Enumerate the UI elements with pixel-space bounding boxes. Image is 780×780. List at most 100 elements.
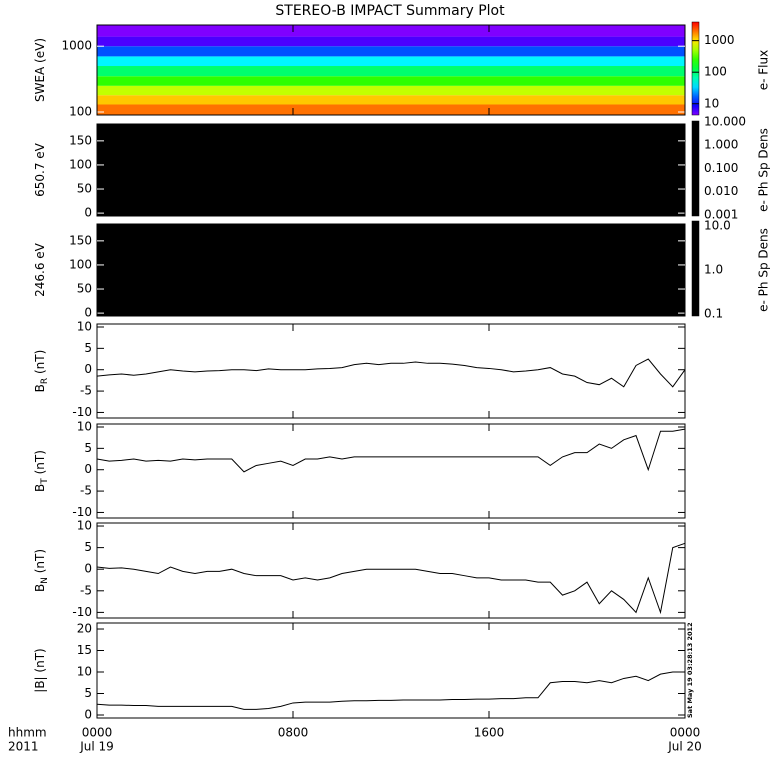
- x-tick-label: 1600: [474, 726, 505, 740]
- y-tick-label: 10: [77, 419, 92, 433]
- y-tick-label: 5: [84, 686, 92, 700]
- y-tick-label: 1000: [61, 39, 92, 53]
- y-axis-label-main: SWEA (eV): [33, 38, 47, 102]
- spectrogram-cell: [97, 66, 685, 77]
- colorbar-label: e- Ph Sp Dens: [757, 228, 771, 312]
- y-tick-label: -10: [72, 505, 92, 519]
- y-tick-label: 100: [69, 257, 92, 271]
- y-tick-label: -5: [80, 484, 92, 498]
- y-axis-label-sub: R: [40, 378, 50, 384]
- y-tick-label: 0: [84, 362, 92, 376]
- y-axis-label-main: B: [33, 584, 47, 592]
- y-axis-label-main: 650.7 eV: [33, 142, 47, 197]
- y-tick-label: 10: [77, 319, 92, 333]
- spectrogram-cell: [97, 36, 685, 47]
- data-line: [96, 358, 686, 388]
- y-tick-label: 0: [84, 306, 92, 320]
- end-date: Jul 20: [667, 740, 702, 754]
- data-line: [96, 671, 685, 710]
- x-tick-label: 0000: [670, 726, 701, 740]
- colorbar-tick-label: 1.0: [704, 262, 723, 276]
- y-tick-label: 5: [84, 441, 92, 455]
- chart-title: STEREO-B IMPACT Summary Plot: [275, 3, 505, 19]
- y-axis-label: 246.6 eV: [33, 242, 47, 297]
- y-tick-label: 0: [84, 707, 92, 721]
- y-axis-label: SWEA (eV): [33, 38, 47, 102]
- spectrogram-cell: [97, 25, 685, 37]
- y-axis-label: 650.7 eV: [33, 142, 47, 197]
- y-tick-label: 10: [77, 665, 92, 679]
- y-tick-label: 5: [84, 341, 92, 355]
- colorbar-tick-label: 10.0: [704, 219, 731, 233]
- colorbar-tick-label: 0.1: [704, 306, 723, 320]
- panel-frame: [96, 24, 686, 116]
- y-tick-label: 0: [84, 206, 92, 220]
- y-axis-label-main: B: [33, 384, 47, 392]
- y-axis-label-main: |B| (nT): [33, 648, 47, 692]
- spectrogram-fill: [97, 124, 685, 216]
- colorbar-tick-label: 1.000: [704, 138, 738, 152]
- colorbar-tick-label: 0.001: [704, 207, 738, 221]
- y-tick-label: 100: [69, 104, 92, 118]
- colorbar-tick-label: 100: [704, 65, 727, 79]
- y-tick-label: -5: [80, 384, 92, 398]
- colorbar-tick-label: 10.000: [704, 114, 746, 128]
- y-axis-label-main: 246.6 eV: [33, 242, 47, 297]
- panel-frame: [96, 522, 686, 619]
- panel-frame: [96, 423, 686, 519]
- y-axis-label-unit: (nT): [33, 450, 47, 478]
- y-tick-label: 50: [77, 282, 92, 296]
- colorbar-label: e- Ph Sp Dens: [757, 128, 771, 212]
- colorbar-label: e- Flux: [757, 50, 771, 90]
- y-tick-label: -10: [72, 405, 92, 419]
- y-tick-label: 100: [69, 157, 92, 171]
- y-axis-label-main: B: [33, 484, 47, 492]
- y-tick-label: 150: [69, 133, 92, 147]
- data-line: [96, 428, 686, 473]
- start-date: Jul 19: [79, 740, 114, 754]
- y-tick-label: 5: [84, 540, 92, 554]
- spectrogram-fill: [97, 224, 685, 316]
- y-axis-label-sub: N: [40, 577, 50, 584]
- data-line: [96, 542, 686, 615]
- y-axis-label: BT (nT): [33, 450, 50, 492]
- y-axis-label: BR (nT): [33, 350, 50, 393]
- colorbar: [691, 220, 700, 317]
- spectrogram-cell: [97, 104, 685, 115]
- y-tick-label: 20: [77, 622, 92, 636]
- panel-frame: [96, 223, 686, 317]
- spectrogram-cell: [97, 56, 685, 67]
- y-tick-label: 150: [69, 233, 92, 247]
- y-tick-label: 15: [77, 643, 92, 657]
- spectrogram-cell: [97, 46, 685, 57]
- colorbar-tick-label: 0.010: [704, 184, 738, 198]
- y-tick-label: 0: [84, 462, 92, 476]
- colorbar-tick-label: 10: [704, 96, 719, 110]
- y-axis-label: BN (nT): [33, 549, 50, 592]
- panel-frame: [96, 622, 686, 719]
- colorbar: [691, 21, 700, 116]
- colorbar-tick-label: 0.100: [704, 161, 738, 175]
- x-tick-label: 0800: [278, 726, 309, 740]
- x-tick-label: 0000: [82, 726, 113, 740]
- spectrogram-cell: [97, 95, 685, 105]
- x-unit-label: hhmm: [8, 726, 47, 740]
- spectrogram-cell: [97, 85, 685, 96]
- colorbar-tick-label: 1000: [704, 33, 735, 47]
- y-axis-label-unit: (nT): [33, 350, 47, 378]
- spectrogram-cell: [97, 76, 685, 86]
- y-tick-label: 10: [77, 519, 92, 533]
- panel-frame: [96, 123, 686, 217]
- y-tick-label: 50: [77, 182, 92, 196]
- y-tick-label: -5: [80, 583, 92, 597]
- y-axis-label: |B| (nT): [33, 648, 47, 692]
- y-tick-label: 0: [84, 562, 92, 576]
- y-axis-label-unit: (nT): [33, 549, 47, 577]
- panel-frame: [96, 323, 686, 419]
- year-label: 2011: [8, 740, 39, 754]
- timestamp: Sat May 19 03:28:13 2012: [686, 622, 694, 718]
- y-tick-label: -10: [72, 605, 92, 619]
